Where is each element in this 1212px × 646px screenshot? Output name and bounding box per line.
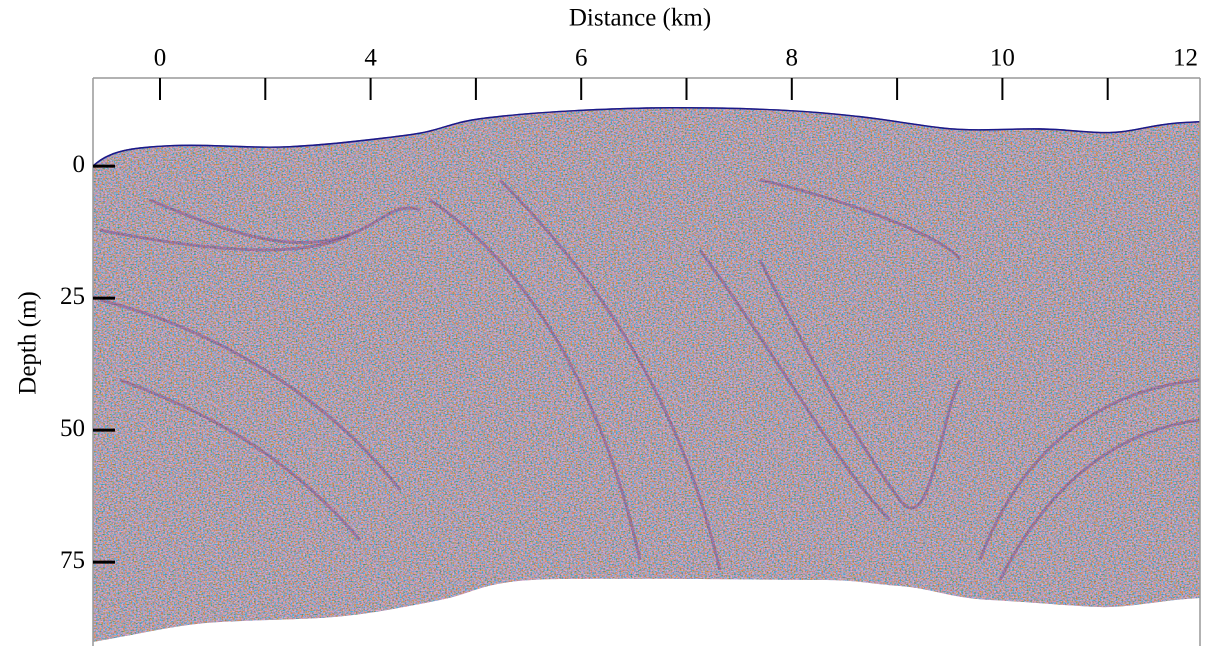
y-tick-label: 25 bbox=[60, 283, 85, 310]
x-tick-label: 4 bbox=[364, 45, 377, 72]
y-tick-label: 75 bbox=[60, 547, 85, 574]
page: Distance (km) Depth (m) 046810120255075 … bbox=[0, 0, 1212, 646]
y-tick-label: 50 bbox=[60, 415, 85, 442]
seismic-image bbox=[93, 100, 1200, 646]
x-tick-label: 12 bbox=[1173, 45, 1198, 72]
x-tick-label: 8 bbox=[786, 45, 799, 72]
y-axis-label: Depth (m) bbox=[15, 291, 42, 394]
x-tick-label: 10 bbox=[990, 45, 1015, 72]
chart: Distance (km) Depth (m) 0 4 6 8 10 12 0 25 50 75 bbox=[0, 0, 1212, 646]
y-tick-label: 0 bbox=[73, 151, 86, 178]
x-tick-label: 0 bbox=[154, 45, 167, 72]
x-tick-label: 6 bbox=[575, 45, 588, 72]
x-axis-label: Distance (km) bbox=[569, 5, 711, 32]
